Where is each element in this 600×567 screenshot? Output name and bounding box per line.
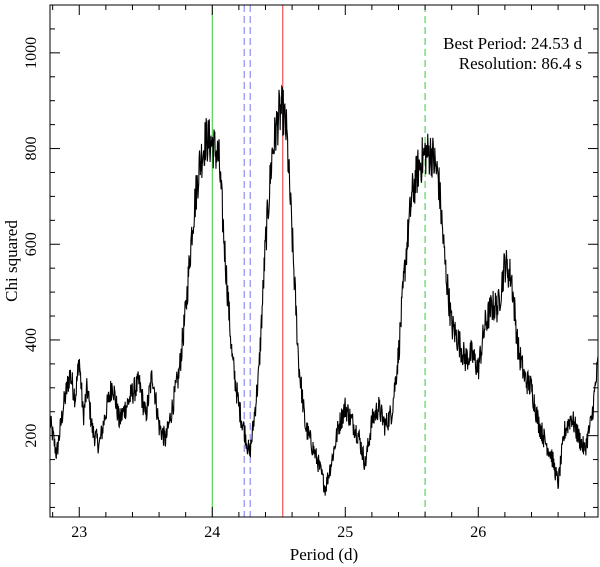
- x-tick-label-0: 23: [71, 524, 87, 541]
- y-tick-label-3: 800: [23, 137, 40, 161]
- y-tick-label-1: 400: [23, 328, 40, 352]
- y-tick-label-0: 200: [23, 424, 40, 448]
- axis-ticks: 23 24 25 26 200 400 600 800 1000: [23, 4, 598, 541]
- x-axis-label: Period (d): [290, 545, 358, 564]
- best-period-annotation: Best Period: 24.53 d: [443, 34, 582, 53]
- x-tick-label-1: 24: [204, 524, 220, 541]
- x-tick-label-2: 25: [337, 524, 353, 541]
- plot-frame: [49, 4, 599, 518]
- series-line-0: [50, 84, 598, 496]
- resolution-annotation: Resolution: 86.4 s: [459, 54, 582, 73]
- y-tick-label-2: 600: [23, 232, 40, 256]
- y-axis-label: Chi squared: [2, 220, 21, 302]
- x-tick-label-3: 26: [470, 524, 486, 541]
- y-tick-label-4: 1000: [23, 37, 40, 69]
- series-group: [50, 84, 598, 496]
